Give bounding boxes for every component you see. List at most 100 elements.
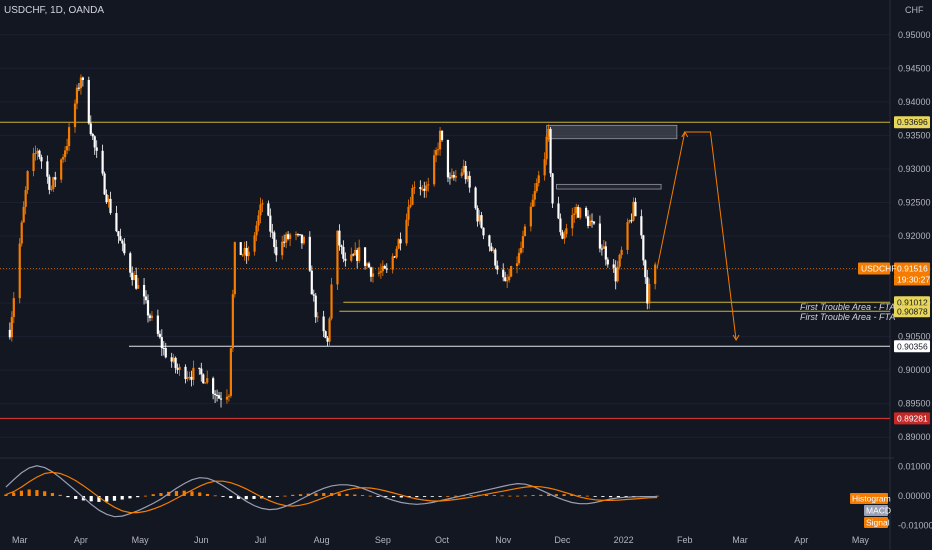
candle-body xyxy=(257,215,260,226)
histogram-bar xyxy=(609,496,613,498)
candle-body xyxy=(502,269,505,278)
candle-body xyxy=(328,318,331,342)
histogram-bar xyxy=(585,495,589,497)
histogram-bar xyxy=(89,496,93,502)
candle-body xyxy=(352,254,355,256)
candle-body xyxy=(65,146,69,151)
projection-line xyxy=(656,131,737,341)
candle-body xyxy=(156,315,159,334)
candle-body xyxy=(616,266,619,282)
candle-body xyxy=(559,218,562,233)
histogram-bar xyxy=(384,496,388,497)
x-tick-label: Nov xyxy=(495,535,512,545)
candle-body xyxy=(241,254,244,256)
countdown-label-text: 19:30:27 xyxy=(897,274,930,284)
candle-body xyxy=(466,175,469,180)
candle-body xyxy=(105,194,108,203)
candle-body xyxy=(468,175,471,188)
histogram-bar xyxy=(415,496,419,498)
candle-body xyxy=(452,175,455,178)
candle-body xyxy=(40,157,43,162)
y-tick-label: 0.90000 xyxy=(898,365,931,375)
histogram-bar xyxy=(136,496,140,498)
candle-body xyxy=(342,246,345,259)
histogram-bar xyxy=(337,493,341,496)
price-label-bg xyxy=(894,262,930,275)
candle-body xyxy=(225,396,229,400)
candle-body xyxy=(409,204,412,207)
candle-body xyxy=(383,266,386,269)
candle-body xyxy=(20,222,23,244)
candle-body xyxy=(137,284,140,289)
candle-body xyxy=(261,203,264,205)
candle-body xyxy=(188,376,191,378)
candle-body xyxy=(533,191,536,200)
candle-body xyxy=(612,264,615,268)
candle-body xyxy=(632,201,635,221)
candle-body xyxy=(620,249,623,255)
candle-body xyxy=(377,272,380,274)
histogram-bar xyxy=(213,495,217,497)
histogram-bar xyxy=(531,495,535,496)
candle-body xyxy=(448,177,452,179)
histogram-bar xyxy=(174,490,179,496)
histogram-bar xyxy=(547,494,551,496)
candle-body xyxy=(464,165,467,180)
candle-body xyxy=(294,234,298,236)
histogram-bar xyxy=(314,493,318,496)
candle-body xyxy=(121,240,124,244)
projection-path xyxy=(656,131,740,341)
candle-body xyxy=(504,277,507,281)
macd-legend-label: Signal xyxy=(866,518,890,528)
candle-body xyxy=(229,348,232,396)
candle-body xyxy=(129,253,132,273)
candle-body xyxy=(391,256,394,270)
candles xyxy=(8,74,657,408)
candle-body xyxy=(515,263,519,267)
candle-body xyxy=(565,228,568,235)
x-tick-label: Mar xyxy=(732,535,748,545)
candle-body xyxy=(158,333,161,338)
candle-body xyxy=(46,161,49,177)
candle-body xyxy=(253,235,256,252)
macd-y-tick-label: 0.00000 xyxy=(898,491,931,501)
candle-body xyxy=(614,267,617,282)
candle-body xyxy=(204,382,207,384)
histogram-bar xyxy=(19,490,24,496)
histogram-bar xyxy=(562,494,566,496)
candle-body xyxy=(75,87,79,104)
candle-body xyxy=(150,315,154,318)
histogram-bar xyxy=(244,496,248,500)
candle-body xyxy=(531,199,534,207)
candle-body xyxy=(162,348,165,350)
candle-body xyxy=(26,171,29,191)
histogram-bar xyxy=(112,496,117,501)
histogram-bar xyxy=(198,492,202,496)
candle-body xyxy=(322,316,325,332)
histogram-bar xyxy=(554,494,558,496)
histogram-bar xyxy=(376,496,380,497)
candle-body xyxy=(135,275,138,289)
candle-body xyxy=(330,284,333,319)
candle-body xyxy=(393,256,396,258)
candle-body xyxy=(425,185,428,191)
candle-body xyxy=(492,249,495,251)
symbol-label-text: USDCHF xyxy=(861,263,896,273)
candle-body xyxy=(273,232,276,248)
candle-body xyxy=(271,231,274,233)
x-tick-label: May xyxy=(132,535,150,545)
candle-body xyxy=(592,221,596,224)
histogram-bar xyxy=(50,493,55,496)
candle-body xyxy=(584,207,588,217)
candle-body xyxy=(423,188,426,191)
histogram-bar xyxy=(229,496,233,499)
candle-body xyxy=(32,153,35,172)
supply-zone xyxy=(546,124,678,140)
histogram-bar xyxy=(508,495,512,497)
candle-body xyxy=(174,357,177,369)
candle-body xyxy=(427,184,430,186)
candle-body xyxy=(170,357,173,362)
candle-body xyxy=(283,241,286,243)
symbol-label-bg xyxy=(858,262,890,275)
